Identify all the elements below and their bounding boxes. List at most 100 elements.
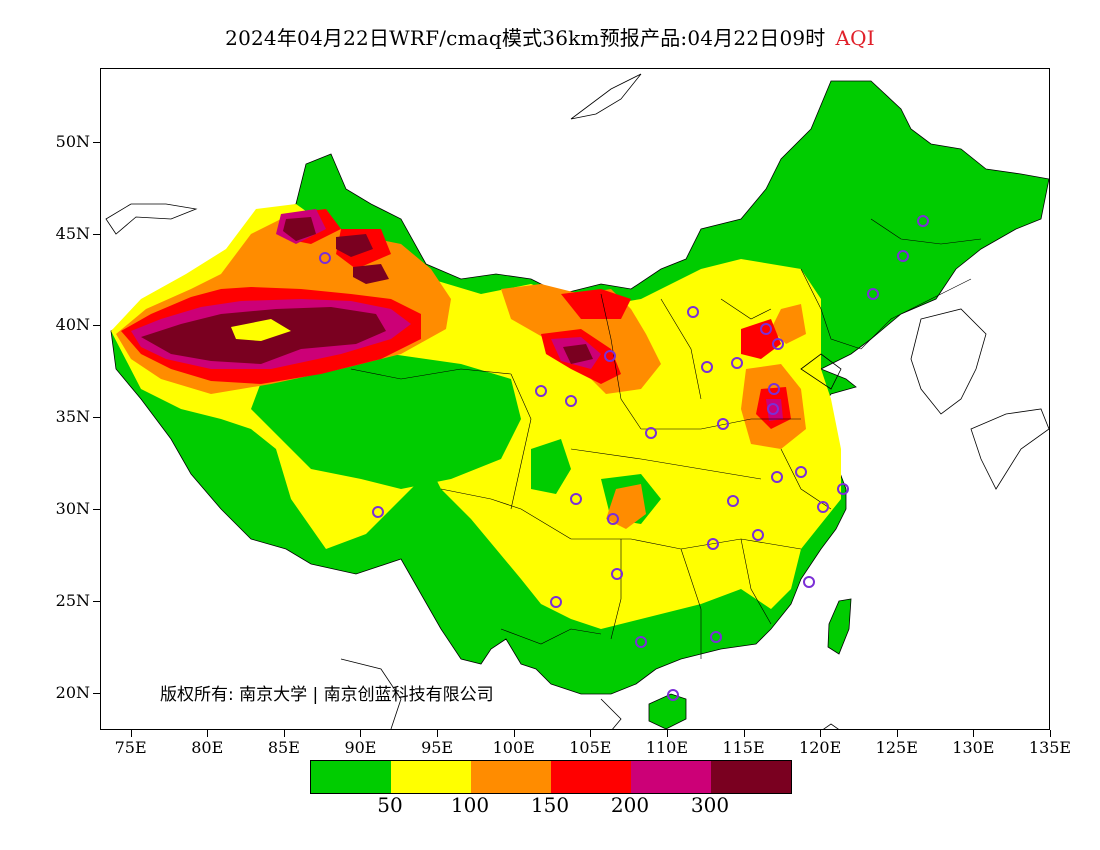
lat-tick-label: 20N — [55, 683, 90, 703]
lon-tick-mark — [513, 730, 515, 737]
station-marker — [731, 357, 743, 369]
station-marker — [803, 576, 815, 588]
lat-tick-mark — [93, 233, 100, 235]
lon-tick-label: 125E — [875, 738, 918, 757]
legend-swatch — [631, 761, 711, 793]
station-marker — [760, 323, 772, 335]
station-marker — [535, 385, 547, 397]
lat-tick-label: 25N — [55, 591, 90, 611]
station-marker — [867, 288, 879, 300]
legend-label: 200 — [610, 793, 650, 817]
station-marker — [897, 250, 909, 262]
lon-tick-mark — [820, 730, 822, 737]
station-marker — [817, 501, 829, 513]
lon-tick-label: 115E — [722, 738, 765, 757]
taiwan-island — [827, 598, 852, 655]
copyright-text: 版权所有: 南京大学 | 南京创蓝科技有限公司 — [160, 685, 494, 705]
station-marker — [917, 215, 929, 227]
legend-swatch — [311, 761, 391, 793]
map-title-variable: AQI — [835, 26, 875, 50]
lon-tick-mark — [283, 730, 285, 737]
legend-swatch — [471, 761, 551, 793]
lat-tick-mark — [93, 417, 100, 419]
legend-swatch — [391, 761, 471, 793]
lat-tick-label: 50N — [55, 131, 90, 151]
station-marker — [550, 596, 562, 608]
lon-tick-mark — [207, 730, 209, 737]
lon-tick-label: 130E — [952, 738, 995, 757]
aqi-map[interactable] — [101, 69, 1050, 730]
legend-label: 100 — [450, 793, 490, 817]
legend-label: 300 — [690, 793, 730, 817]
lon-tick-mark — [1050, 730, 1051, 737]
lon-tick-mark — [666, 730, 668, 737]
station-marker — [565, 395, 577, 407]
station-marker — [767, 403, 779, 415]
station-marker — [752, 529, 764, 541]
map-title: 2024年04月22日WRF/cmaq模式36km预报产品:04月22日09时 A… — [0, 22, 1100, 51]
aqi-hazardous-region — [336, 234, 373, 257]
lat-tick-label: 40N — [55, 315, 90, 335]
lat-tick-label: 45N — [55, 223, 90, 243]
station-marker — [687, 306, 699, 318]
lon-tick-label: 90E — [344, 738, 377, 757]
lon-tick-mark — [743, 730, 745, 737]
station-marker — [727, 495, 739, 507]
lat-tick-label: 35N — [55, 407, 90, 427]
station-markers — [319, 215, 929, 701]
station-marker — [611, 568, 623, 580]
lon-tick-label: 85E — [267, 738, 300, 757]
aqi-moderate-pocket — [231, 319, 291, 341]
station-marker — [372, 506, 384, 518]
lon-tick-mark — [360, 730, 362, 737]
map-frame[interactable] — [100, 68, 1050, 730]
aqi-legend-colorbar — [310, 760, 792, 794]
aqi-hazardous-region — [563, 344, 593, 364]
lat-tick-mark — [93, 509, 100, 511]
station-marker — [645, 427, 657, 439]
lon-tick-label: 100E — [492, 738, 535, 757]
lon-tick-mark — [130, 730, 132, 737]
station-marker — [795, 466, 807, 478]
aqi-hazardous-region — [283, 217, 316, 241]
aqi-unhealthy-region — [561, 289, 631, 319]
station-marker — [667, 689, 679, 701]
station-marker — [604, 350, 616, 362]
lon-tick-mark — [896, 730, 898, 737]
lat-tick-mark — [93, 325, 100, 327]
lon-tick-label: 75E — [114, 738, 147, 757]
aqi-good-region — [251, 354, 521, 489]
station-marker — [768, 383, 780, 395]
map-title-main: 2024年04月22日WRF/cmaq模式36km预报产品:04月22日09时 — [225, 26, 826, 50]
legend-label: 50 — [377, 793, 403, 817]
station-marker — [701, 361, 713, 373]
legend-label: 150 — [530, 793, 570, 817]
lat-tick-mark — [93, 141, 100, 143]
station-marker — [837, 483, 849, 495]
aqi-good-region — [531, 439, 571, 494]
lon-tick-label: 80E — [191, 738, 224, 757]
lon-tick-mark — [973, 730, 975, 737]
lon-tick-label: 105E — [569, 738, 612, 757]
lon-tick-label: 95E — [421, 738, 454, 757]
lon-tick-mark — [437, 730, 439, 737]
station-marker — [607, 513, 619, 525]
legend-swatch — [711, 761, 791, 793]
legend-swatch — [551, 761, 631, 793]
aqi-hazardous-region — [353, 264, 389, 284]
aqi-sensitive-region — [771, 304, 806, 344]
lon-tick-label: 135E — [1028, 738, 1072, 757]
lat-tick-mark — [93, 693, 100, 695]
station-marker — [319, 252, 331, 264]
station-marker — [570, 493, 582, 505]
hainan-island — [648, 693, 687, 729]
aqi-sensitive-region — [606, 484, 646, 529]
lon-tick-label: 110E — [645, 738, 689, 757]
station-marker — [635, 636, 647, 648]
lon-tick-mark — [590, 730, 592, 737]
station-marker — [707, 538, 719, 550]
lat-tick-mark — [93, 601, 100, 603]
station-marker — [710, 631, 722, 643]
lat-tick-label: 30N — [55, 499, 90, 519]
station-marker — [717, 418, 729, 430]
